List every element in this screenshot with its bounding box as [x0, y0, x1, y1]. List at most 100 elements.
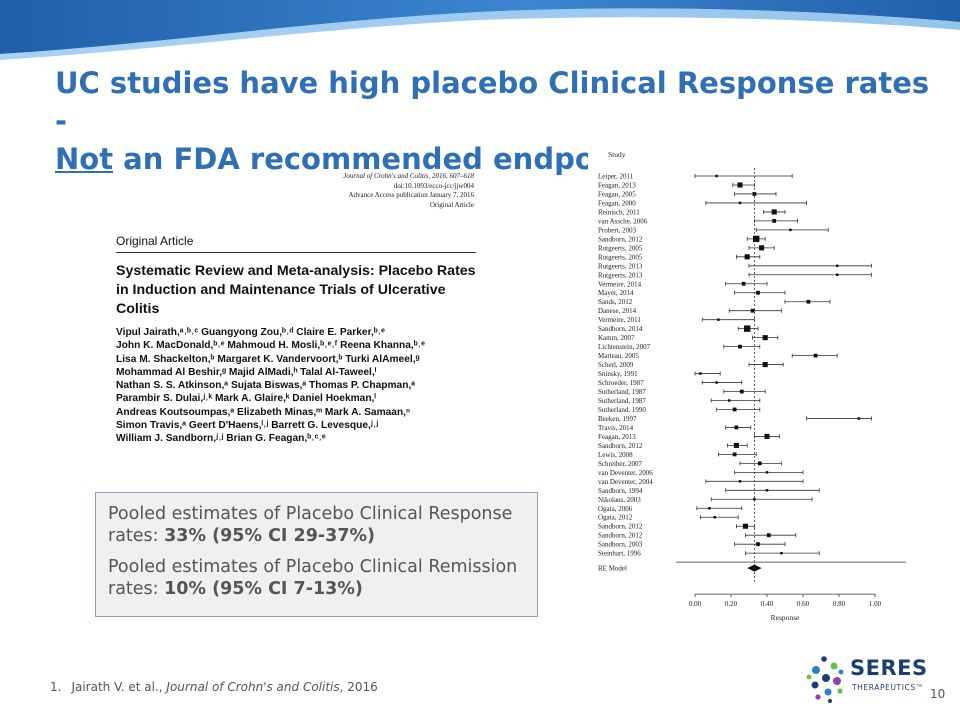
study-point	[756, 542, 760, 547]
study-label: van Deventer, 2006	[598, 469, 653, 477]
pooled-estimates-box: Pooled estimates of Placebo Clinical Res…	[95, 492, 538, 617]
title-line-1: UC studies have high placebo Clinical Re…	[55, 66, 930, 138]
study-label: Lewis, 2008	[598, 451, 633, 459]
study-point	[732, 407, 737, 412]
summary-label: RE Model	[598, 565, 627, 573]
study-label: Sandborn, 1994	[598, 487, 643, 495]
study-label: Feagan, 2005	[598, 190, 636, 198]
x-tick-label: 0.00	[689, 600, 702, 608]
remission-text: Pooled estimates of Placebo Clinical Rem…	[108, 557, 518, 599]
study-label: Rutgeerts, 2005	[598, 253, 643, 261]
study-point	[717, 318, 720, 321]
study-label: Sandborn, 2014	[598, 325, 643, 333]
study-label: Feagan, 2013	[598, 433, 636, 441]
study-label: Vermeire, 2011	[598, 316, 641, 324]
study-point	[741, 281, 746, 286]
footnote-year: , 2016	[339, 680, 378, 694]
x-tick-label: 0.20	[725, 600, 738, 608]
response-estimate: Pooled estimates of Placebo Clinical Res…	[108, 503, 525, 547]
author-list: Vipul Jairath,ᵃ˒ᵇ˒ᶜ Guangyong Zou,ᵇ˒ᵈ Cl…	[116, 326, 476, 446]
journal-type: Original Article	[429, 200, 474, 209]
study-label: Probert, 2003	[598, 226, 637, 234]
study-label: Ogata, 2006	[598, 505, 633, 513]
study-point	[813, 353, 818, 358]
footnote-authors: Jairath V. et al.,	[71, 680, 167, 694]
remission-value: 10% (95% CI 7-13%)	[164, 579, 363, 599]
study-point	[789, 228, 792, 232]
study-label: Rutgeerts, 2013	[598, 262, 643, 270]
logo-mark-icon	[806, 656, 844, 703]
study-point	[738, 480, 742, 483]
study-point	[750, 308, 755, 313]
title-not: Not	[55, 142, 114, 176]
study-point	[732, 452, 737, 457]
footnote-journal: Journal of Crohn's and Colitis	[166, 680, 340, 694]
seres-logo: SERES THERAPEUTICS™	[804, 650, 927, 708]
study-point	[713, 515, 717, 519]
response-text: Pooled estimates of Placebo Clinical Res…	[108, 504, 513, 546]
author-line: Vipul Jairath,ᵃ˒ᵇ˒ᶜ Guangyong Zou,ᵇ˒ᵈ Cl…	[116, 327, 386, 338]
study-label: Rutgeerts, 2013	[598, 271, 643, 279]
study-point	[780, 551, 783, 555]
study-label: Sandborn, 2012	[598, 235, 643, 243]
study-label: Ogata, 2012	[598, 514, 633, 522]
study-point	[708, 507, 711, 510]
study-label: Kamm, 2007	[598, 334, 635, 342]
summary-diamond	[747, 564, 762, 572]
author-line: Mohammad Al Beshir,ᵍ Majid AlMadi,ʰ Tala…	[116, 366, 377, 378]
study-label: Reinisch, 2011	[598, 208, 640, 216]
section-rule	[116, 252, 476, 253]
footnote-number: 1.	[50, 680, 62, 694]
study-label: Sands, 2012	[598, 298, 633, 306]
journal-citation: Journal of Crohn's and Colitis, 2016, 60…	[343, 172, 474, 180]
study-point	[759, 245, 765, 251]
author-line: Nathan S. S. Atkinson,ᵃ Sujata Biswas,ᵃ …	[116, 380, 416, 392]
title-line-2: an FDA recommended endpoint	[113, 142, 640, 176]
section-label: Original Article	[116, 234, 194, 248]
header-banner	[0, 0, 960, 60]
study-point	[757, 461, 762, 466]
study-point	[744, 325, 751, 332]
study-label: Danese, 2014	[598, 307, 637, 315]
response-value: 33% (95% CI 29-37%)	[164, 526, 376, 546]
study-point	[715, 381, 718, 384]
x-tick-label: 1.00	[869, 600, 882, 608]
study-label: Sutherland, 1987	[598, 397, 646, 405]
page-number: 10	[930, 687, 946, 701]
study-label: Rutgeerts, 2005	[598, 244, 643, 252]
study-point	[766, 533, 771, 538]
study-point	[857, 417, 861, 420]
journal-access: Advance Access publication January 7, 20…	[348, 191, 474, 199]
study-point	[753, 235, 760, 243]
study-point	[715, 174, 718, 178]
author-line: Parambir S. Dulai,ʲ˒ᵏ Mark A. Glaire,ᵏ D…	[116, 393, 376, 405]
author-line: William J. Sandborn,ʲ˒ʲ Brian G. Feagan,…	[116, 433, 326, 445]
journal-doi: doi:10.1093/ecco-jcc/jjw004	[393, 181, 474, 190]
journal-header: Journal of Crohn's and Colitis, 2016, 60…	[343, 172, 474, 210]
study-label: Sandborn, 2012	[598, 532, 643, 540]
author-line: Lisa M. Shackelton,ᵇ Margaret K. Vanderv…	[116, 353, 420, 365]
study-point	[752, 192, 757, 196]
logo-name: SERES	[850, 656, 928, 680]
study-label: Steinhart, 1996	[598, 550, 641, 558]
study-point	[765, 489, 769, 492]
study-point	[765, 471, 769, 474]
study-label: van Deventer, 2004	[598, 478, 653, 486]
study-point	[742, 523, 748, 529]
slide-title: UC studies have high placebo Clinical Re…	[55, 64, 935, 178]
study-point	[738, 201, 742, 205]
study-point	[772, 219, 777, 223]
study-label: Sutherland, 1987	[598, 388, 646, 396]
study-point	[738, 344, 742, 349]
study-point	[835, 264, 839, 268]
study-point	[744, 254, 750, 260]
study-label: Schreiber, 2007	[598, 460, 643, 468]
footnote: 1. Jairath V. et al., Journal of Crohn's …	[50, 680, 378, 694]
x-tick-label: 0.80	[833, 600, 846, 608]
study-point	[753, 498, 756, 501]
study-point	[806, 299, 811, 304]
study-label: Feagan, 2013	[598, 181, 636, 189]
study-label: van Assche, 2006	[598, 217, 648, 225]
article-excerpt: Journal of Crohn's and Colitis, 2016, 60…	[112, 168, 482, 468]
